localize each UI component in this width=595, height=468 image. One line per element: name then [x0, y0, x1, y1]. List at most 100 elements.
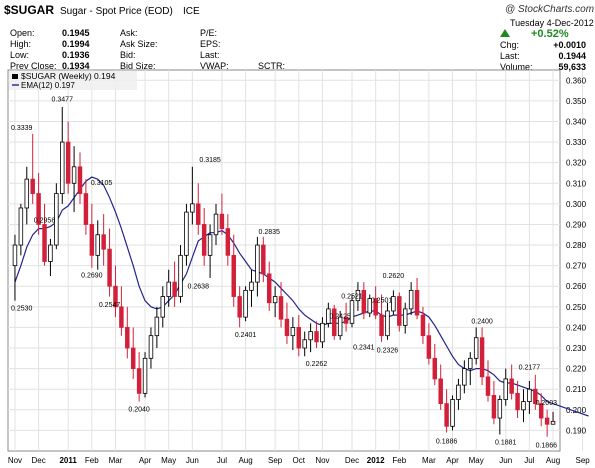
annotation-label: 0.2690	[81, 273, 103, 280]
ema-layer	[14, 176, 589, 417]
candle-body	[509, 378, 514, 394]
candle-body	[479, 337, 485, 378]
candle-body	[54, 193, 59, 246]
candle	[284, 302, 290, 344]
candle-body	[201, 224, 207, 256]
candle-body	[190, 203, 195, 213]
candle	[125, 306, 130, 359]
candle-body	[408, 289, 414, 310]
candle-body	[95, 234, 100, 256]
candle-body	[71, 166, 77, 184]
candle-body	[18, 207, 24, 246]
x-tick-label: Sep	[268, 456, 283, 465]
candle-body	[527, 388, 532, 402]
y-tick-label: 0.280	[566, 241, 587, 250]
candle-body	[533, 388, 538, 405]
candle	[432, 343, 438, 386]
candle-body	[444, 403, 449, 427]
candle	[42, 203, 47, 266]
x-axis: Nov Dec 2011 Feb Mar Apr May Jun Jul Aug Sep Oct Nov…	[8, 456, 590, 465]
candle-body	[414, 289, 420, 316]
candle	[119, 286, 124, 336]
candle	[385, 302, 390, 340]
candle	[184, 203, 189, 266]
candle	[326, 302, 331, 328]
annotation-label: 0.1886	[436, 438, 458, 445]
candle	[527, 380, 532, 414]
candle-body	[136, 368, 142, 394]
grid-lines	[8, 70, 584, 451]
x-tick-label: Apr	[139, 456, 152, 465]
candle	[491, 380, 497, 425]
candle	[36, 172, 41, 235]
chart-header: $SUGAR Sugar - Spot Price (EOD) ICE @ St…	[4, 3, 594, 72]
candle	[77, 152, 83, 204]
price-legend-icon	[12, 74, 18, 79]
candle-body	[272, 296, 278, 304]
x-tick-label: Jun	[186, 456, 199, 465]
candle-body	[326, 308, 331, 324]
candle	[231, 234, 236, 307]
candle-body	[296, 327, 302, 349]
candle-body	[119, 306, 124, 328]
change-label: Chg:	[500, 40, 519, 50]
candle	[420, 306, 426, 344]
symbol-label: $SUGAR	[4, 3, 54, 17]
candle-body	[308, 331, 313, 341]
open-value: 0.1945	[62, 28, 90, 38]
x-tick-label: 2012	[367, 456, 385, 465]
candle-body	[24, 178, 30, 209]
candle-body	[42, 224, 47, 262]
candle-body	[154, 316, 160, 337]
candle	[12, 234, 18, 301]
y-tick-label: 0.250	[566, 303, 587, 312]
last-label-mid: Last:	[200, 50, 220, 60]
candle	[166, 269, 171, 307]
candle	[402, 302, 408, 334]
candle-body	[337, 316, 343, 337]
candle-body	[497, 399, 503, 419]
candle	[456, 378, 461, 410]
y-tick-label: 0.260	[566, 282, 587, 291]
candle-body	[349, 300, 355, 324]
annotation-label: 0.2401	[235, 332, 257, 339]
candle	[130, 327, 136, 379]
candle	[296, 315, 302, 357]
candle-body	[107, 248, 112, 287]
annotation-label: 0.2326	[377, 348, 399, 355]
candle	[473, 327, 479, 365]
candle-body	[12, 244, 18, 267]
annotation-label: 0.2262	[306, 361, 328, 368]
high-label: High:	[10, 39, 31, 49]
symbol-description: Sugar - Spot Price (EOD)	[60, 6, 173, 17]
candle-body	[397, 296, 402, 326]
candle	[207, 224, 213, 279]
annotation-label: 0.3185	[199, 157, 221, 164]
y-tick-label: 0.340	[566, 117, 587, 126]
candle-body	[355, 289, 361, 302]
vwap-label: VWAP:	[200, 61, 229, 71]
candle	[379, 294, 384, 342]
pe-label: P/E:	[200, 28, 217, 38]
x-tick-label: Nov	[8, 456, 22, 465]
x-tick-label: 2011	[59, 456, 77, 465]
candle	[101, 214, 106, 266]
date-label: Tuesday 4-Dec-2012	[510, 18, 594, 28]
annotation-label: 0.2958	[34, 218, 56, 225]
candle-body	[196, 203, 201, 225]
candle-body	[77, 166, 83, 194]
bid-label: Bid:	[120, 50, 136, 60]
y-tick-label: 0.360	[566, 76, 587, 85]
candle	[367, 294, 372, 318]
x-tick-label: Nov	[315, 456, 329, 465]
candle	[355, 282, 361, 311]
candle-body	[249, 281, 254, 291]
annotations: 0.2530 0.3339 0.2958 0.3477 0.3105 0.2690 0.25…	[11, 97, 557, 450]
y-axis: 0.190 0.200 0.210 0.220 0.230 0.240 0.250 0.260…	[566, 76, 587, 435]
candle	[178, 245, 183, 303]
candle	[243, 286, 248, 322]
candle	[468, 352, 473, 386]
candle	[397, 292, 402, 332]
candle	[160, 286, 166, 328]
candle	[391, 290, 396, 316]
